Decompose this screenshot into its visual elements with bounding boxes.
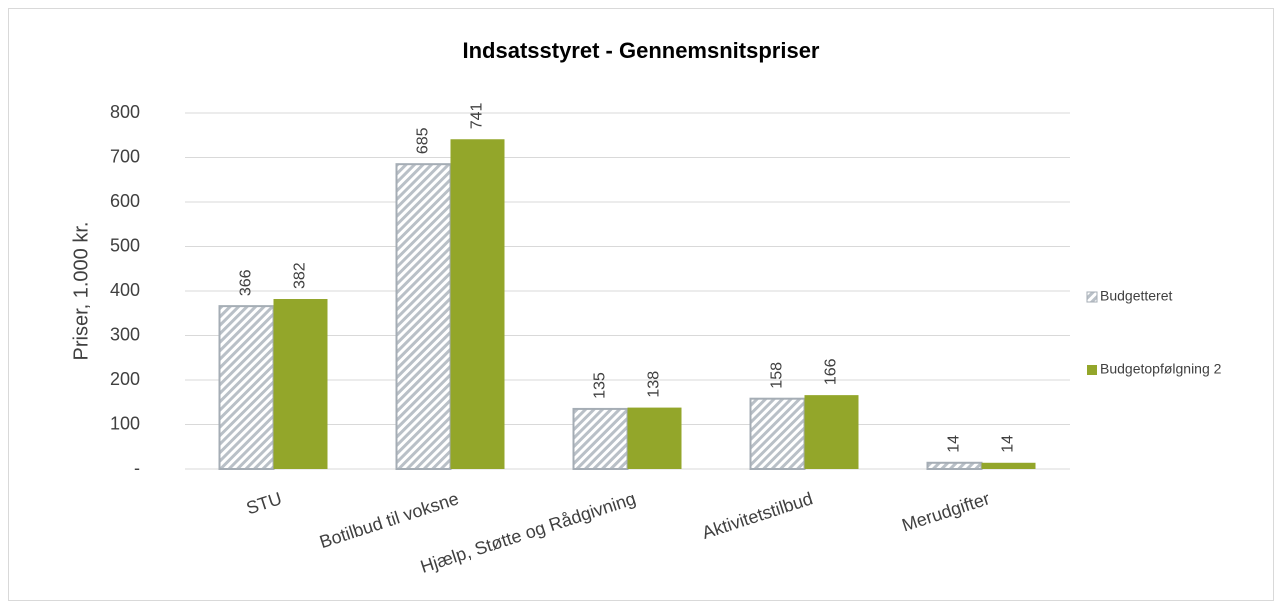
bar — [450, 139, 505, 469]
bar — [981, 462, 1036, 469]
value-label: 135 — [592, 372, 609, 399]
y-tick-label: 400 — [110, 280, 140, 300]
y-axis-label: Priser, 1.000 kr. — [70, 222, 92, 361]
value-label: 14 — [1000, 435, 1017, 453]
value-label: 14 — [946, 435, 963, 453]
value-label: 382 — [292, 262, 309, 289]
chart-border — [8, 8, 1274, 601]
y-tick-label: 500 — [110, 235, 140, 255]
legend-swatch — [1086, 291, 1098, 303]
bar — [926, 461, 983, 470]
y-tick-label: 100 — [110, 413, 140, 433]
value-label: 685 — [415, 127, 432, 154]
bar — [749, 397, 806, 470]
bar — [218, 305, 275, 470]
bar — [572, 407, 629, 470]
legend-label: Budgetteret — [1100, 288, 1172, 304]
value-label: 166 — [823, 358, 840, 385]
bar — [627, 407, 682, 469]
y-tick-label: - — [134, 458, 140, 478]
chart-title: Indsatsstyret - Gennemsnitspriser — [462, 38, 819, 63]
y-tick-label: 200 — [110, 369, 140, 389]
value-label: 741 — [469, 102, 486, 129]
y-tick-label: 300 — [110, 324, 140, 344]
bar — [395, 163, 452, 471]
y-tick-label: 800 — [110, 102, 140, 122]
legend-label: Budgetopfølgning 2 — [1100, 361, 1222, 377]
value-label: 158 — [769, 362, 786, 389]
value-label: 138 — [646, 371, 663, 398]
y-tick-label: 700 — [110, 146, 140, 166]
bar — [804, 395, 859, 469]
legend-swatch — [1087, 365, 1097, 375]
value-label: 366 — [238, 269, 255, 296]
bar — [273, 299, 328, 469]
y-tick-label: 600 — [110, 191, 140, 211]
